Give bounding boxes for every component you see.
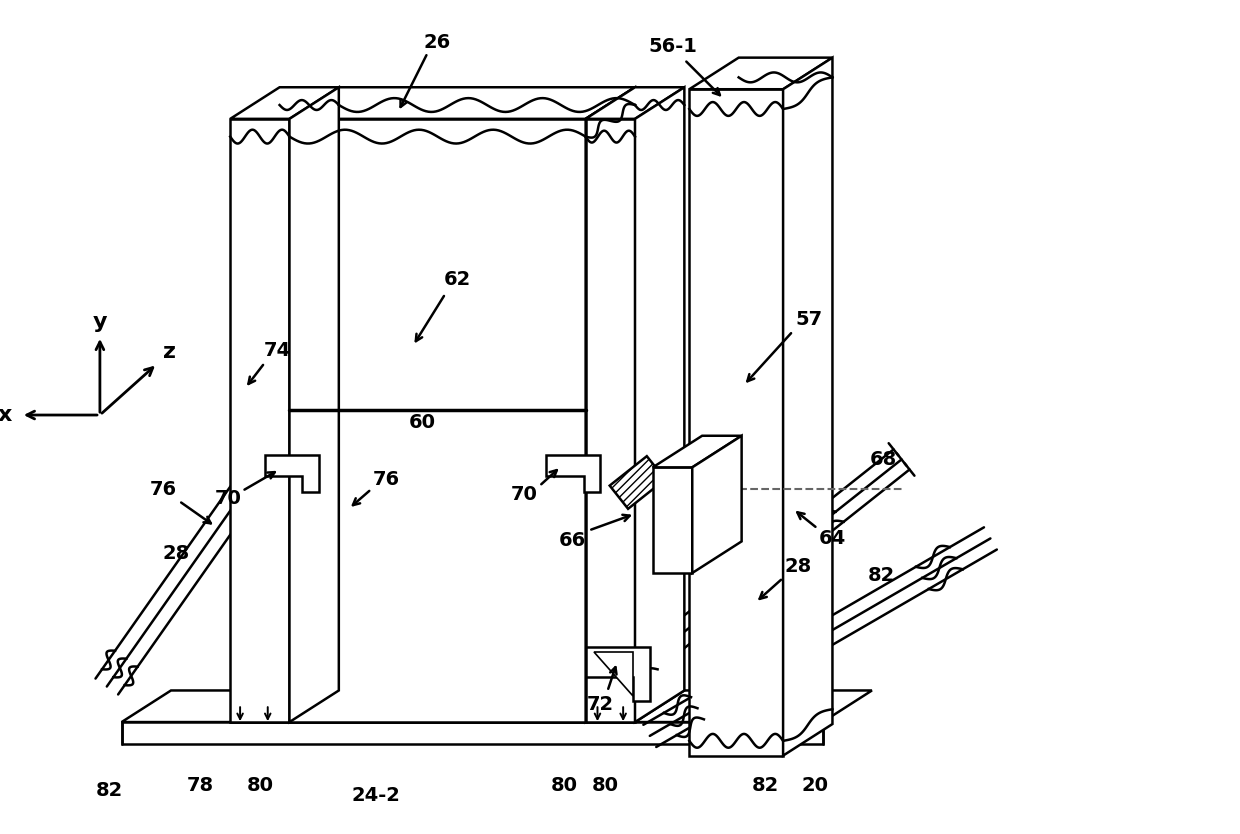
Text: 80: 80 — [551, 776, 578, 795]
Polygon shape — [610, 456, 665, 509]
Polygon shape — [122, 691, 872, 722]
Text: 70: 70 — [215, 490, 242, 509]
Polygon shape — [289, 88, 339, 722]
Polygon shape — [692, 435, 742, 573]
Polygon shape — [652, 435, 742, 467]
Polygon shape — [231, 119, 289, 722]
Text: x: x — [0, 405, 12, 425]
Text: 56-1: 56-1 — [649, 38, 697, 56]
Text: 26: 26 — [424, 33, 451, 53]
Polygon shape — [635, 88, 684, 722]
Text: 82: 82 — [751, 776, 779, 795]
Polygon shape — [689, 58, 832, 89]
Text: 60: 60 — [409, 414, 436, 432]
Text: 20: 20 — [801, 776, 828, 795]
Polygon shape — [585, 88, 684, 119]
Polygon shape — [585, 119, 635, 722]
Polygon shape — [784, 58, 832, 756]
Text: 66: 66 — [559, 531, 587, 550]
Text: 62: 62 — [444, 270, 471, 289]
Polygon shape — [585, 647, 650, 701]
Text: 24-2: 24-2 — [352, 786, 401, 805]
Text: 76: 76 — [373, 470, 399, 489]
Polygon shape — [289, 119, 585, 722]
Text: 76: 76 — [150, 480, 176, 499]
Polygon shape — [689, 89, 784, 756]
Polygon shape — [546, 455, 600, 492]
Text: y: y — [93, 312, 107, 332]
Polygon shape — [585, 88, 635, 722]
Polygon shape — [122, 722, 822, 744]
Text: z: z — [162, 342, 176, 362]
Text: 72: 72 — [587, 695, 614, 714]
Text: 28: 28 — [784, 556, 811, 575]
Text: 78: 78 — [187, 776, 215, 795]
Polygon shape — [289, 88, 635, 119]
Text: 70: 70 — [511, 485, 538, 504]
Text: 64: 64 — [818, 529, 846, 548]
Text: 74: 74 — [264, 341, 291, 360]
Text: 68: 68 — [870, 450, 898, 469]
Polygon shape — [652, 467, 692, 573]
Polygon shape — [231, 88, 339, 119]
Polygon shape — [265, 455, 319, 492]
Text: 57: 57 — [795, 309, 822, 329]
Text: 28: 28 — [162, 544, 190, 563]
Polygon shape — [594, 652, 634, 696]
Text: 80: 80 — [247, 776, 273, 795]
Text: 82: 82 — [97, 781, 124, 800]
Text: 82: 82 — [868, 566, 895, 585]
Text: 80: 80 — [591, 776, 619, 795]
